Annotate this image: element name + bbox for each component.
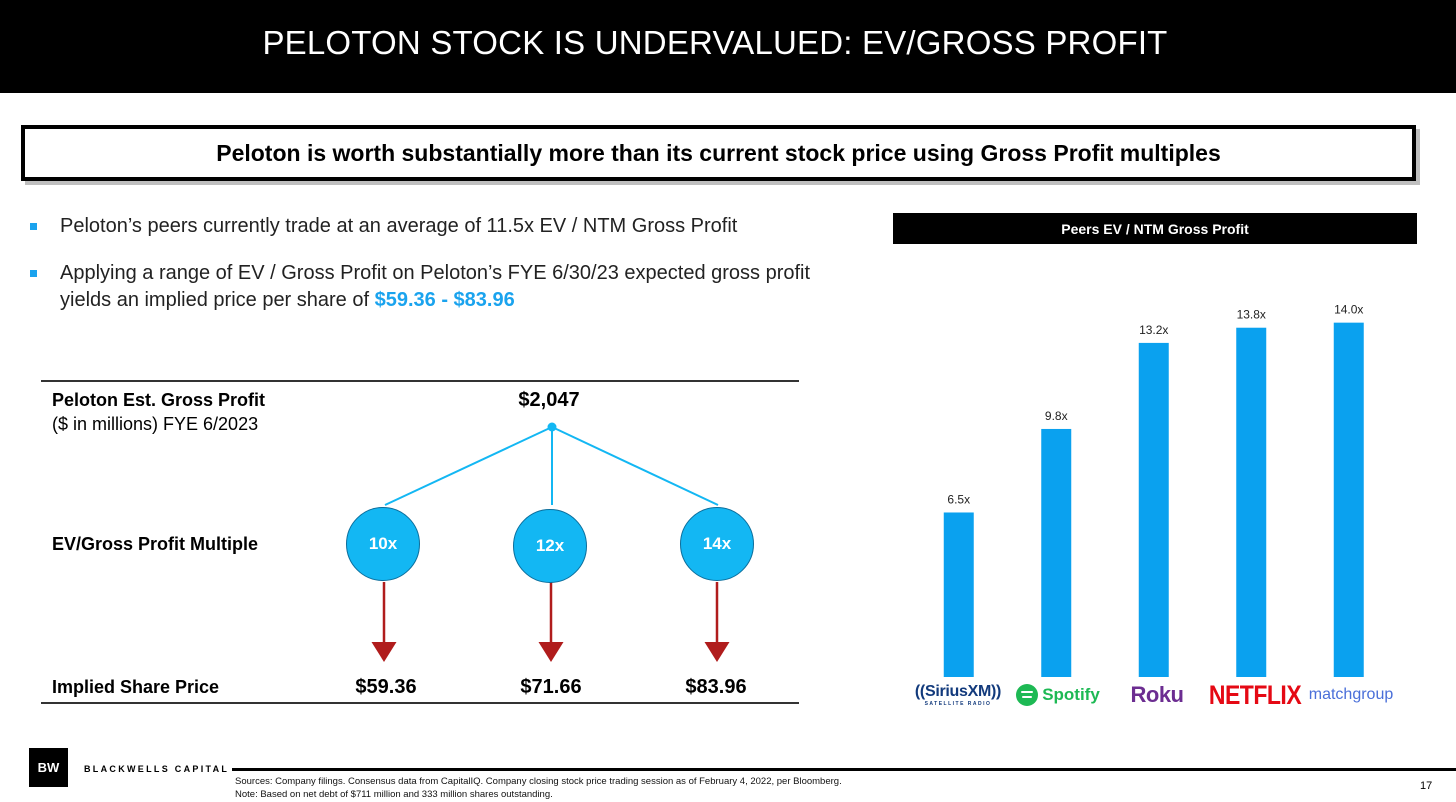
bullet-item: Applying a range of EV / Gross Profit on… [30, 260, 850, 314]
tree-branch-right [551, 426, 719, 506]
bullet-square-icon [30, 223, 37, 230]
chart-title-text: Peers EV / NTM Gross Profit [1061, 220, 1249, 237]
multiple-node-label: 12x [535, 536, 565, 555]
roku-logo-text: Roku [1130, 682, 1185, 707]
chart-title: Peers EV / NTM Gross Profit [893, 213, 1417, 244]
multiple-node-label: 10x [368, 534, 398, 553]
bullet-text: Peloton’s peers currently trade at an av… [60, 215, 738, 237]
gross-profit-value: $2,047 [518, 389, 580, 411]
slide-header: PELOTON STOCK IS UNDERVALUED: EV/GROSS P… [0, 0, 1456, 93]
footnotes: Sources: Company filings. Consensus data… [235, 775, 842, 801]
implied-price: $71.66 [520, 676, 582, 698]
implied-price: $59.36 [355, 676, 417, 698]
blackwells-logo-icon: BW [29, 748, 68, 787]
tree-root-dot [547, 422, 557, 432]
bar-data-label: 9.8x [1045, 409, 1068, 423]
table-bottom-rule [41, 702, 799, 704]
bar-siriusxm [943, 512, 974, 677]
bullet-square-icon [30, 270, 37, 277]
bar-data-label: 14.0x [1334, 303, 1363, 317]
multiple-node-label: 14x [702, 534, 732, 553]
bullet-list: Peloton’s peers currently trade at an av… [30, 213, 850, 334]
siriusxm-logo-subtext: SATELLITE RADIO [924, 701, 992, 707]
matchgroup-logo: matchgroup [1301, 680, 1401, 710]
implied-price: $83.96 [685, 676, 747, 698]
multiple-node: 10x [346, 507, 420, 581]
spotify-logo-text: Spotify [1042, 685, 1100, 704]
headline-box: Peloton is worth substantially more than… [21, 125, 1416, 181]
gross-profit-sublabel: ($ in millions) FYE 6/2023 [52, 414, 259, 434]
price-label: Implied Share Price [52, 677, 220, 697]
matchgroup-logo-text: matchgroup [1308, 686, 1394, 703]
netflix-logo: NETFLIX [1205, 678, 1305, 713]
bar-roku [1138, 342, 1169, 677]
bar-spotify [1041, 428, 1072, 677]
tree-branch-left [384, 426, 553, 506]
valuation-tree-diagram [371, 422, 730, 662]
bar-match-group [1333, 322, 1364, 677]
bar-data-label: 6.5x [947, 492, 970, 506]
slide-title: PELOTON STOCK IS UNDERVALUED: EV/GROSS P… [262, 24, 1168, 61]
brand-name: BLACKWELLS CAPITAL [84, 764, 230, 774]
footer-divider [232, 768, 1456, 771]
multiple-label: EV/Gross Profit Multiple [52, 534, 259, 554]
table-top-rule [41, 380, 799, 382]
debt-note: Note: Based on net debt of $711 million … [235, 789, 553, 800]
bullet-item: Peloton’s peers currently trade at an av… [30, 213, 850, 240]
page-number: 17 [1420, 780, 1433, 792]
bullet-text: Applying a range of EV / Gross Profit on… [60, 262, 811, 311]
bar-data-label: 13.8x [1237, 308, 1266, 322]
multiple-node: 12x [513, 509, 587, 583]
multiple-node: 14x [680, 507, 754, 581]
spotify-logo: Spotify [1008, 680, 1108, 710]
siriusxm-logo-text: ((SiriusXM)) [914, 683, 1002, 700]
bar-data-label: 13.2x [1139, 323, 1168, 337]
blackwells-logo-mark: BW [37, 760, 60, 775]
siriusxm-logo: ((SiriusXM)) SATELLITE RADIO [908, 680, 1008, 710]
bar-netflix [1236, 327, 1267, 677]
netflix-logo-text: NETFLIX [1208, 679, 1302, 710]
gross-profit-label: Peloton Est. Gross Profit [52, 390, 266, 410]
peers-bar-chart: 6.5x 9.8x 13.2x 13.8x 14.0x [943, 303, 1364, 677]
roku-logo: Roku [1107, 680, 1207, 710]
price-range-highlight: $59.36 - $83.96 [374, 289, 515, 311]
spotify-icon [1016, 684, 1039, 706]
headline-text: Peloton is worth substantially more than… [216, 139, 1221, 166]
sources-note: Sources: Company filings. Consensus data… [235, 776, 842, 787]
